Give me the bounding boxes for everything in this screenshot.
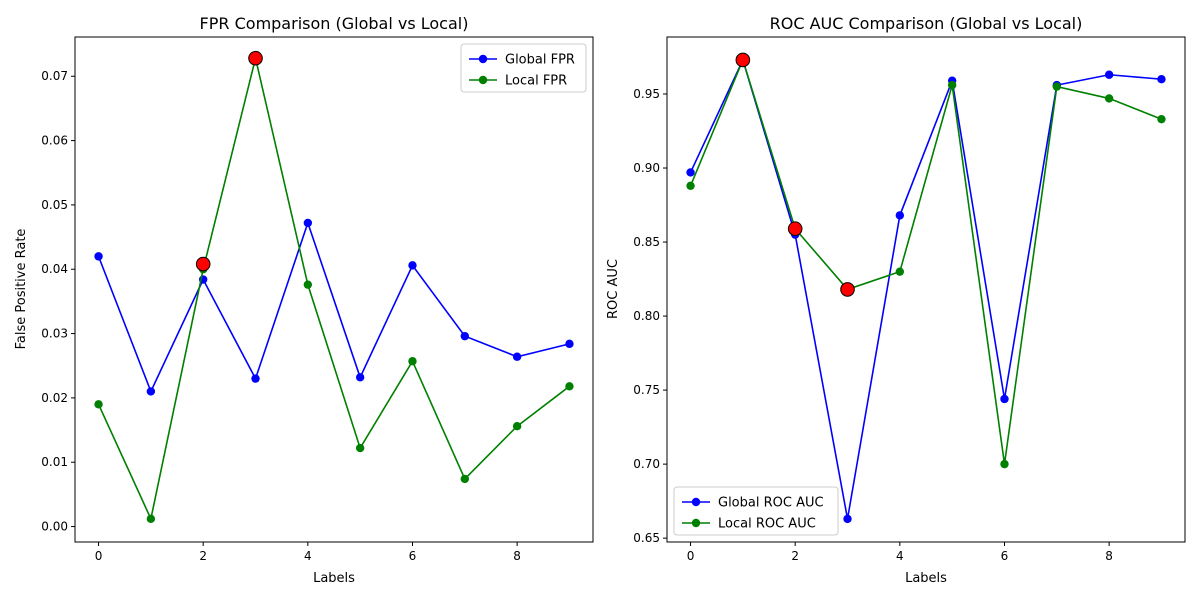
roc-auc-ytick-label: 0.95 [633, 87, 660, 101]
fpr-point [94, 400, 103, 409]
fpr-point [460, 331, 470, 341]
roc-auc-chart-title: ROC AUC Comparison (Global vs Local) [770, 14, 1083, 33]
fpr-point [408, 261, 417, 270]
roc-auc-point [1104, 94, 1114, 103]
fpr-point [303, 218, 313, 228]
roc-auc-legend-box [673, 486, 839, 536]
roc-auc-ytick-label: 0.80 [633, 309, 660, 323]
fpr-xtick-label: 0 [95, 549, 103, 563]
roc-auc-point [1052, 82, 1062, 91]
fpr-legend-label-1: Local FPR [505, 74, 567, 89]
fpr-point [146, 514, 156, 524]
fpr-chart-title: FPR Comparison (Global vs Local) [200, 14, 469, 33]
fpr-ytick-label: 0.01 [41, 455, 68, 469]
fpr-highlight-point [195, 256, 211, 272]
fpr-point [251, 374, 260, 383]
roc-auc-xtick-label: 0 [687, 549, 695, 563]
roc-auc-point [947, 80, 957, 90]
roc-auc-chart-ylabel: ROC AUC [606, 259, 621, 319]
fpr-xtick-label: 2 [199, 549, 207, 563]
fpr-ytick-label: 0.00 [41, 520, 68, 534]
fpr-series-line-1 [97, 58, 570, 522]
roc-auc-series-line-1 [689, 57, 1162, 465]
roc-auc-xtick-label: 6 [1001, 549, 1009, 563]
roc-auc-xtick-label: 4 [896, 549, 904, 563]
fpr-ytick-label: 0.07 [41, 69, 68, 83]
fpr-ytick-label: 0.05 [41, 198, 68, 212]
fpr-plot-frame [74, 36, 594, 543]
roc-auc-ytick-label: 0.85 [633, 235, 660, 249]
roc-auc-point [1104, 70, 1114, 79]
fpr-point [512, 352, 522, 361]
fpr-legend-label-0: Global FPR [505, 53, 575, 68]
roc-auc-point [1157, 114, 1166, 124]
fpr-point [408, 357, 417, 366]
roc-auc-ytick-label: 0.90 [633, 161, 660, 175]
fpr-point [460, 474, 470, 484]
fpr-highlight-point [248, 50, 263, 66]
fpr-point [565, 382, 574, 391]
roc-auc-highlight-point [735, 52, 751, 68]
fpr-point [512, 422, 522, 431]
roc-auc-series-line-0 [689, 57, 1162, 520]
roc-auc-point [1000, 459, 1009, 469]
fpr-point [355, 443, 365, 453]
roc-auc-point [895, 211, 905, 220]
roc-auc-highlight-point [840, 282, 855, 297]
fpr-point [94, 252, 103, 261]
fpr-ytick-label: 0.02 [41, 391, 68, 405]
fpr-point [303, 280, 313, 289]
roc-auc-plot-frame [666, 36, 1186, 543]
fpr-chart-legend: Global FPR Local FPR [460, 43, 587, 93]
fpr-chart-ylabel: False Positive Rate [14, 229, 29, 350]
roc-auc-chart: ROC AUC Comparison (Global vs Local) Lab… [606, 14, 1186, 586]
fpr-xtick-label: 6 [409, 549, 417, 563]
roc-auc-highlight-point [787, 221, 803, 237]
roc-auc-point [1157, 74, 1166, 84]
roc-auc-legend-label-0: Global ROC AUC [718, 496, 824, 511]
fpr-xtick-label: 8 [513, 549, 521, 563]
fpr-point [355, 373, 365, 382]
fpr-legend-marker-0 [478, 54, 488, 64]
roc-auc-chart-legend: Global ROC AUC Local ROC AUC [673, 486, 839, 536]
roc-auc-point [686, 181, 695, 190]
roc-auc-legend-marker-0 [691, 497, 701, 507]
roc-auc-point [843, 514, 852, 524]
roc-auc-chart-marks: 0 2 4 6 8 0.65 0.70 0.75 0.80 0.85 0.90 0.95 [633, 36, 1186, 563]
roc-auc-chart-xlabel: Labels [905, 571, 947, 586]
roc-auc-xtick-label: 8 [1105, 549, 1113, 563]
fpr-ytick-label: 0.03 [41, 327, 68, 341]
fpr-xtick-label: 4 [304, 549, 312, 563]
fpr-ytick-label: 0.06 [41, 134, 68, 148]
roc-auc-ytick-label: 0.70 [633, 457, 660, 471]
roc-auc-ytick-label: 0.75 [633, 383, 660, 397]
roc-auc-point [686, 168, 695, 177]
fpr-chart-xlabel: Labels [313, 571, 355, 586]
fpr-point [565, 339, 574, 349]
roc-auc-xtick-label: 2 [791, 549, 799, 563]
roc-auc-legend-marker-1 [691, 518, 701, 528]
fpr-legend-marker-1 [478, 75, 488, 85]
fpr-chart: FPR Comparison (Global vs Local) Labels … [14, 14, 594, 586]
roc-auc-ytick-label: 0.65 [633, 531, 660, 545]
fpr-series-line-0 [97, 220, 570, 394]
fpr-ytick-label: 0.04 [41, 262, 68, 276]
roc-auc-legend-label-1: Local ROC AUC [718, 517, 816, 532]
fpr-point [146, 387, 156, 396]
fpr-chart-marks: 0 2 4 6 8 0.00 0.01 0.02 0.03 0.04 0.05 0.06 0.07 [41, 36, 594, 563]
roc-auc-point [895, 267, 905, 276]
roc-auc-point [1000, 394, 1009, 404]
